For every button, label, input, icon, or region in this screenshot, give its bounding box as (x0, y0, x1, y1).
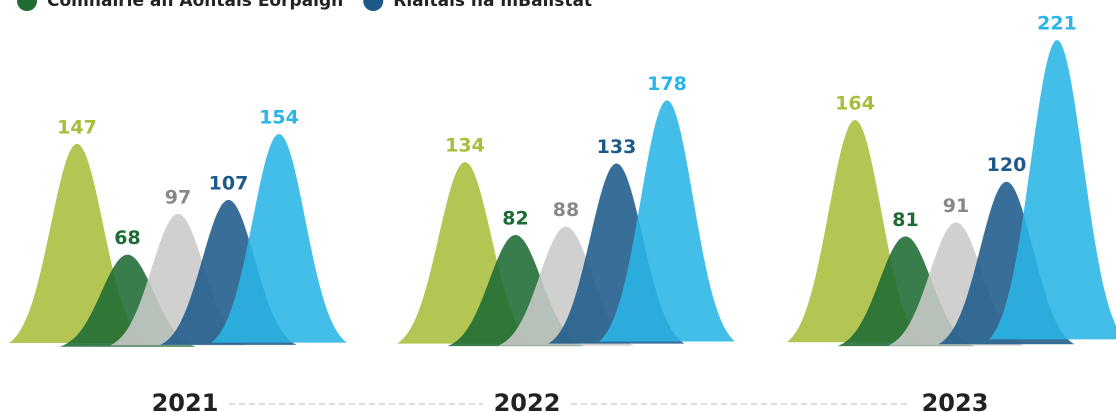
value-label: 164 (835, 92, 875, 114)
value-label: 120 (987, 154, 1027, 176)
value-label: 88 (553, 199, 579, 221)
value-label: 154 (259, 106, 299, 128)
value-label: 134 (445, 135, 485, 157)
bell (599, 100, 735, 342)
bell (989, 40, 1116, 340)
legend-label: Comhairle an Aontais Eorpaigh (47, 0, 343, 11)
legend-label: Rialtais na mBallstát (393, 0, 592, 11)
year-label: 2022 (494, 389, 561, 412)
year-label: 2021 (152, 389, 219, 412)
value-label: 68 (114, 227, 140, 249)
value-label: 82 (502, 207, 528, 229)
legend-swatch (17, 0, 37, 11)
value-label: 147 (57, 116, 97, 138)
value-label: 107 (209, 172, 249, 194)
value-label: 221 (1037, 13, 1077, 35)
value-label: 97 (165, 186, 191, 208)
legend-swatch (363, 0, 384, 11)
value-label: 178 (647, 73, 687, 95)
value-label: 81 (892, 209, 918, 231)
bell (211, 134, 347, 343)
value-label: 91 (943, 195, 969, 217)
year-label: 2023 (922, 389, 989, 412)
value-label: 133 (597, 136, 637, 158)
